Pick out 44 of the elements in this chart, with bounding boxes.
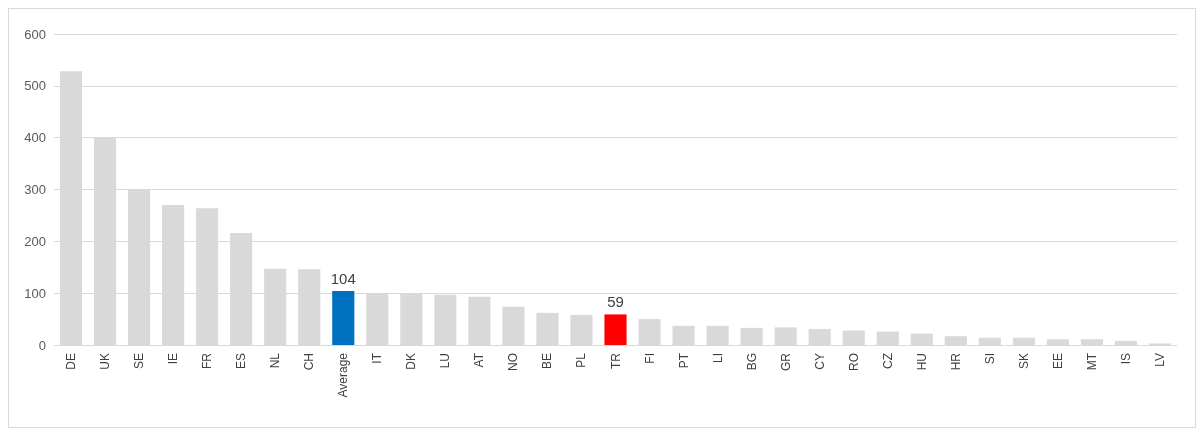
- x-tick-label: ES: [234, 353, 249, 370]
- y-tick-label: 400: [24, 130, 46, 146]
- x-tick-label: IS: [1118, 353, 1133, 365]
- y-tick-label: 500: [24, 78, 46, 94]
- x-tick-label: GR: [778, 352, 793, 371]
- y-tick-label: 600: [24, 26, 46, 42]
- x-tick-label: LU: [438, 353, 453, 369]
- x-tick-label: MT: [1084, 352, 1099, 371]
- x-tick-label: IE: [166, 353, 181, 365]
- y-tick-label: 100: [24, 285, 46, 301]
- x-tick-label: AT: [472, 352, 487, 368]
- y-tick-label: 200: [24, 233, 46, 249]
- x-tick-label: Average: [336, 352, 351, 398]
- bar: [332, 291, 355, 345]
- x-tick-label: NO: [506, 353, 521, 371]
- x-tick-label: TR: [608, 352, 623, 369]
- bar: [604, 314, 627, 345]
- x-tick-label: DK: [404, 353, 419, 370]
- x-tick-label: NL: [268, 352, 283, 369]
- x-tick-label: DE: [64, 353, 79, 370]
- y-tick-label: 0: [38, 337, 46, 353]
- x-tick-label: CH: [302, 353, 317, 371]
- x-tick-label: LV: [1152, 353, 1167, 367]
- x-tick-label: IT: [370, 352, 385, 364]
- x-tick-label: HR: [948, 352, 963, 371]
- x-tick-label: SK: [1016, 353, 1031, 370]
- x-tick-label: FI: [642, 353, 657, 364]
- x-tick-label: BG: [744, 353, 759, 371]
- x-tick-label: EE: [1050, 353, 1065, 370]
- x-tick-label: SI: [982, 353, 997, 365]
- x-tick-label: LI: [710, 353, 725, 364]
- x-tick-label: CY: [812, 353, 827, 370]
- y-tick-label: 300: [24, 182, 46, 197]
- x-tick-label: BE: [540, 353, 555, 370]
- x-tick-label: PT: [676, 352, 691, 369]
- data-label: 59: [607, 293, 624, 311]
- x-tick-label: FR: [200, 352, 215, 369]
- x-tick-label: UK: [98, 353, 113, 370]
- data-label: 104: [330, 270, 356, 288]
- x-tick-label: SE: [132, 353, 147, 370]
- x-tick-label: PL: [574, 352, 589, 368]
- x-tick-label: HU: [914, 353, 929, 371]
- x-tick-label: RO: [846, 353, 861, 371]
- x-tick-label: CZ: [880, 353, 895, 369]
